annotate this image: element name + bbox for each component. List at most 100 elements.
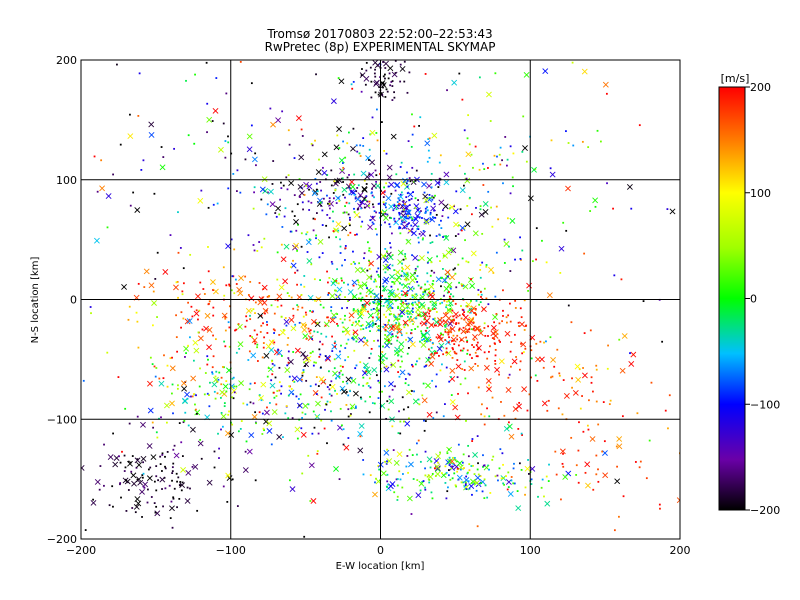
data-point-dot xyxy=(387,295,390,298)
data-point-dot xyxy=(402,200,405,203)
data-point-dot xyxy=(444,482,447,484)
data-point-dot xyxy=(339,407,342,410)
data-point-dot xyxy=(408,209,410,212)
data-point-cross xyxy=(389,481,396,487)
data-point-cross xyxy=(474,325,481,332)
data-point-dot xyxy=(412,323,415,325)
data-point-cross xyxy=(183,345,189,352)
data-point-dot xyxy=(308,330,311,333)
data-point-dot xyxy=(443,299,446,302)
data-point-dot xyxy=(460,283,463,286)
data-point-dot xyxy=(431,198,434,201)
data-point-cross xyxy=(238,275,244,282)
data-point-dot xyxy=(519,258,522,260)
data-point-dot xyxy=(429,213,432,216)
data-point-dot xyxy=(258,411,261,414)
data-point-dot xyxy=(418,313,421,316)
data-point-cross xyxy=(246,448,253,455)
data-point-dot xyxy=(426,160,429,163)
data-point-dot xyxy=(315,361,317,364)
data-point-dot xyxy=(458,314,461,317)
data-point-dot xyxy=(405,208,408,210)
data-point-cross xyxy=(425,357,432,363)
data-point-dot xyxy=(365,382,368,385)
data-point-cross xyxy=(472,451,478,458)
data-point-dot xyxy=(369,395,371,398)
data-point-dot xyxy=(222,485,225,488)
data-point-dot xyxy=(231,275,234,278)
data-point-dot xyxy=(473,325,476,328)
data-point-cross xyxy=(169,505,175,512)
data-point-dot xyxy=(150,496,153,498)
data-point-dot xyxy=(342,181,345,183)
data-point-dot xyxy=(577,481,580,484)
data-point-dot xyxy=(515,356,517,358)
data-point-dot xyxy=(403,221,406,224)
data-point-cross xyxy=(433,319,440,326)
data-point-dot xyxy=(276,305,279,308)
data-point-dot xyxy=(430,346,433,349)
data-point-cross xyxy=(443,179,450,186)
data-point-dot xyxy=(199,438,202,441)
data-point-dot xyxy=(376,313,379,316)
data-point-dot xyxy=(389,307,392,310)
data-point-cross xyxy=(419,301,426,308)
data-point-dot xyxy=(359,201,362,204)
data-point-dot xyxy=(120,496,122,499)
data-point-dot xyxy=(446,490,449,493)
data-point-dot xyxy=(234,278,237,281)
data-point-cross xyxy=(81,465,85,471)
data-point-dot xyxy=(366,339,369,342)
data-point-dot xyxy=(399,282,401,285)
data-point-cross xyxy=(345,376,352,383)
data-point-dot xyxy=(300,232,303,235)
data-point-dot xyxy=(348,174,350,176)
data-point-cross xyxy=(449,458,455,465)
data-point-dot xyxy=(396,201,399,203)
data-point-cross xyxy=(336,126,342,132)
data-point-dot xyxy=(509,350,512,353)
data-point-dot xyxy=(286,292,289,295)
data-point-dot xyxy=(407,471,409,474)
data-point-dot xyxy=(142,159,145,162)
data-point-dot xyxy=(258,282,261,284)
data-point-dot xyxy=(615,445,618,448)
data-point-dot xyxy=(558,374,561,377)
data-point-dot xyxy=(347,234,350,237)
data-point-dot xyxy=(303,275,306,277)
data-point-dot xyxy=(255,422,257,425)
data-point-cross xyxy=(290,325,297,332)
data-point-dot xyxy=(228,326,231,329)
data-point-cross xyxy=(460,328,467,335)
data-point-dot xyxy=(224,140,227,142)
data-point-dot xyxy=(405,332,408,335)
data-point-dot xyxy=(344,259,346,261)
data-point-dot xyxy=(427,307,430,310)
data-point-cross xyxy=(368,171,375,178)
data-point-dot xyxy=(612,207,614,210)
data-point-cross xyxy=(94,479,101,485)
data-point-cross xyxy=(378,91,384,98)
data-point-dot xyxy=(235,328,238,331)
data-point-dot xyxy=(401,315,403,318)
data-point-cross xyxy=(490,324,497,331)
data-point-dot xyxy=(432,290,435,293)
data-point-dot xyxy=(480,296,482,298)
data-point-dot xyxy=(370,275,373,278)
data-point-dot xyxy=(261,412,264,415)
data-point-dot xyxy=(508,421,510,424)
data-point-dot xyxy=(382,75,385,78)
data-point-dot xyxy=(524,486,527,489)
data-point-dot xyxy=(311,311,314,313)
data-point-dot xyxy=(384,206,387,209)
data-point-dot xyxy=(483,423,486,426)
data-point-dot xyxy=(326,442,328,445)
data-point-cross xyxy=(483,364,490,371)
data-point-dot xyxy=(342,443,345,446)
data-point-dot xyxy=(408,313,411,315)
data-point-dot xyxy=(346,382,349,385)
data-point-dot xyxy=(252,207,255,210)
data-point-dot xyxy=(443,294,445,297)
data-point-cross xyxy=(270,121,276,128)
data-point-cross xyxy=(181,380,187,387)
